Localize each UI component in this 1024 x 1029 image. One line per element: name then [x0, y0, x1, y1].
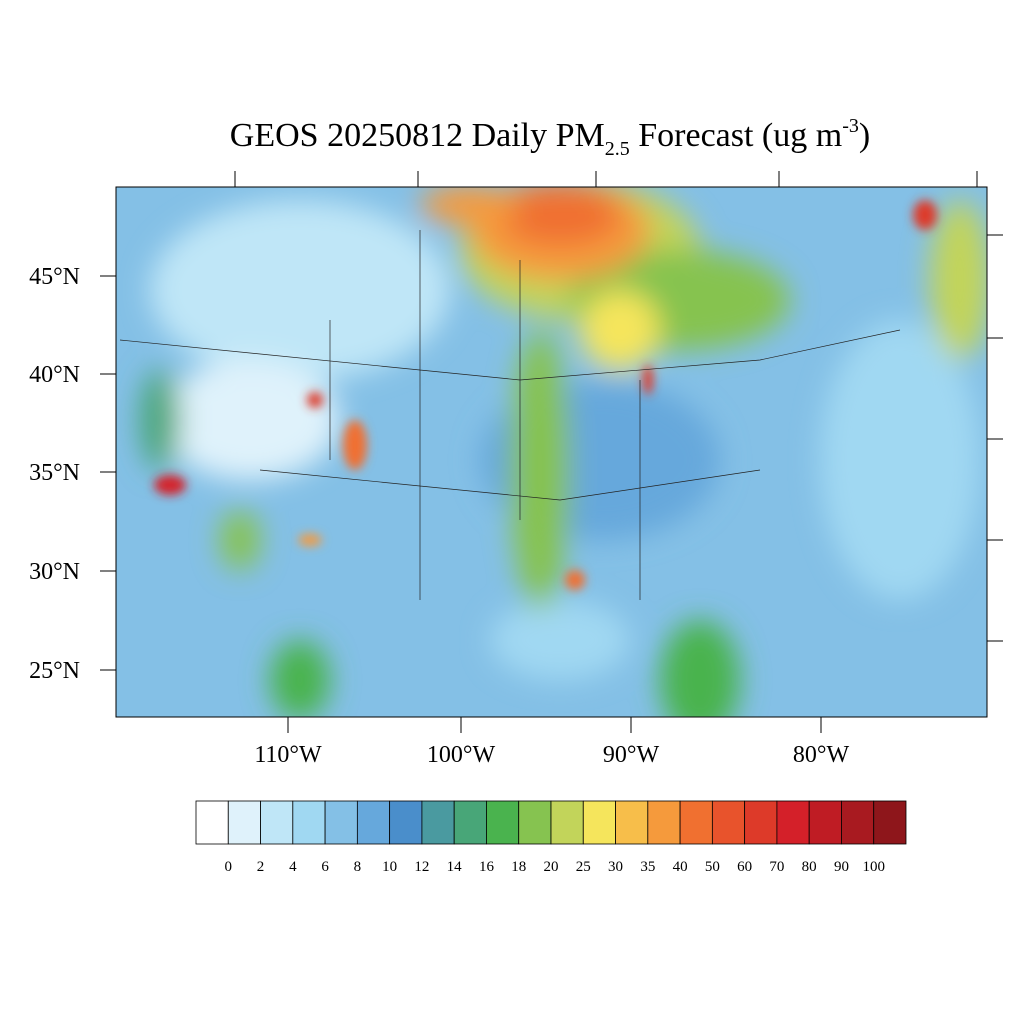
frame-ticks	[100, 171, 1003, 733]
lat-label: 25°N	[29, 658, 80, 684]
colorbar-label: 30	[608, 859, 623, 875]
colorbar-label: 2	[257, 859, 265, 875]
lat-label: 40°N	[29, 362, 80, 388]
colorbar-label: 20	[544, 859, 559, 875]
color-box	[582, 800, 616, 845]
colorbar-label: 70	[769, 859, 784, 875]
color-box	[744, 800, 778, 845]
colorbar-label: 100	[862, 859, 885, 875]
color-box	[356, 800, 391, 845]
colorbar-label: 10	[382, 859, 397, 875]
color-box	[615, 800, 649, 845]
lat-label: 30°N	[29, 559, 80, 585]
colorbar-label: 35	[640, 859, 655, 875]
color-box	[518, 800, 552, 845]
lat-label: 35°N	[29, 460, 80, 486]
colorbar-label: 0	[225, 859, 233, 875]
color-box	[776, 800, 810, 845]
color-box	[550, 800, 584, 845]
colorbar-label: 16	[479, 859, 495, 875]
color-box	[647, 800, 681, 845]
color-box	[711, 800, 746, 845]
color-box	[260, 800, 294, 845]
color-box	[679, 800, 713, 845]
color-box	[453, 800, 487, 845]
color-box	[324, 800, 358, 845]
colorbar-label: 50	[705, 859, 720, 875]
colorbar-label: 80	[802, 859, 817, 875]
colorbar-label: 25	[576, 859, 591, 875]
color-box	[841, 800, 875, 845]
color-box	[389, 800, 423, 845]
color-box	[195, 800, 229, 845]
colorbar-label: 4	[289, 859, 297, 875]
color-box	[421, 800, 455, 845]
color-box	[808, 800, 842, 845]
colorbar-label: 14	[447, 859, 463, 875]
colorbar-label: 6	[321, 859, 329, 875]
colorbar-label: 12	[414, 859, 429, 875]
map-frame	[115, 186, 988, 718]
color-box	[873, 800, 907, 845]
colorbar-label: 90	[834, 859, 849, 875]
lat-label: 45°N	[29, 264, 80, 290]
colorbar-label: 8	[354, 859, 362, 875]
colorbar-label: 18	[511, 859, 526, 875]
color-box	[486, 800, 520, 845]
lon-label: 80°W	[793, 742, 850, 768]
color-box	[227, 800, 261, 845]
color-box	[292, 800, 326, 845]
map-field	[116, 187, 987, 717]
colorbar-label: 60	[737, 859, 752, 875]
lon-label: 100°W	[427, 742, 496, 768]
lon-label: 110°W	[254, 742, 322, 768]
title: GEOS 20250812 Daily PM2.5 Forecast (ug m…	[230, 115, 870, 160]
lon-label: 90°W	[603, 742, 660, 768]
colorbar-label: 40	[673, 859, 688, 875]
